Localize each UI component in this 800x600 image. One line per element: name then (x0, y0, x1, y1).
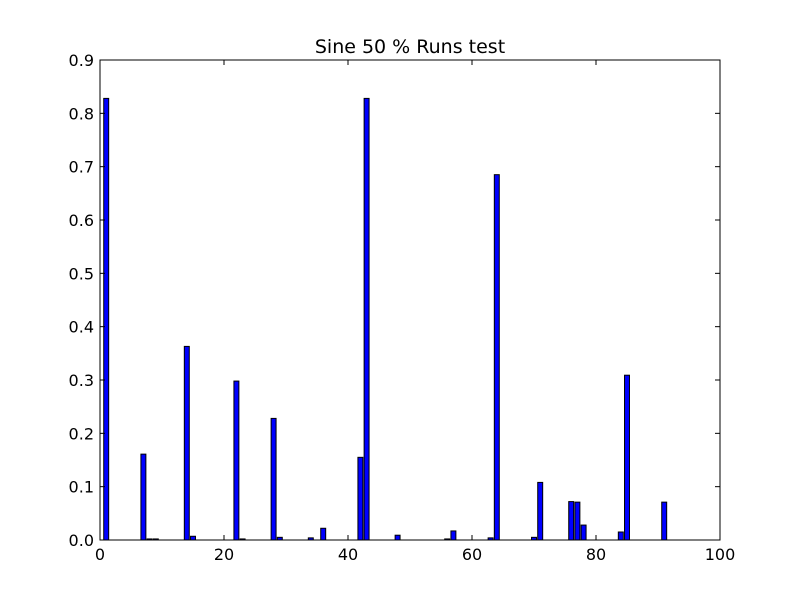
bar-57 (450, 530, 457, 541)
y-tick-label-0.2: 0.2 (69, 424, 94, 443)
bar-91 (661, 501, 668, 541)
bar-14 (183, 345, 190, 541)
bar-7 (140, 453, 147, 541)
y-tick-label-0.4: 0.4 (69, 318, 94, 337)
bar-77 (574, 501, 581, 541)
x-tick-label-20: 20 (214, 545, 234, 564)
x-tick-label-40: 40 (338, 545, 358, 564)
bar-15 (190, 535, 196, 541)
bar-84 (617, 531, 624, 541)
tick-labels-group: 0 20 40 60 80 100 0.0 0.1 0.2 0.3 0.4 0.5 0.6 0.7 0.8 0… (69, 51, 736, 564)
bar-85 (624, 374, 630, 541)
bar-28 (270, 417, 277, 541)
y-tick-label-0.1: 0.1 (69, 478, 94, 497)
bar-48 (394, 534, 401, 541)
y-tick-label-0: 0.0 (69, 531, 94, 550)
bar-71 (537, 481, 544, 541)
y-tick-label-0.6: 0.6 (69, 211, 94, 230)
y-tick-label-0.5: 0.5 (69, 264, 94, 283)
bar-64 (493, 174, 500, 541)
bar-76 (568, 501, 575, 541)
plot-frame (99, 59, 721, 541)
bar-42 (357, 456, 364, 541)
x-tick-label-60: 60 (462, 545, 482, 564)
bar-78 (580, 524, 587, 541)
chart-title: Sine 50 % Runs test (315, 36, 505, 58)
bar-43 (363, 97, 370, 541)
bar-1 (103, 97, 110, 541)
y-tick-label-0.9: 0.9 (69, 51, 94, 70)
x-tick-label-0: 0 (95, 545, 105, 564)
y-tick-label-0.8: 0.8 (69, 104, 94, 123)
y-tick-label-0.3: 0.3 (69, 371, 94, 390)
bar-36 (320, 527, 327, 541)
y-tick-label-0.7: 0.7 (69, 158, 94, 177)
x-tick-label-80: 80 (586, 545, 606, 564)
bar-22 (233, 380, 240, 541)
x-tick-label-100: 100 (705, 545, 736, 564)
bars-group (103, 97, 668, 541)
